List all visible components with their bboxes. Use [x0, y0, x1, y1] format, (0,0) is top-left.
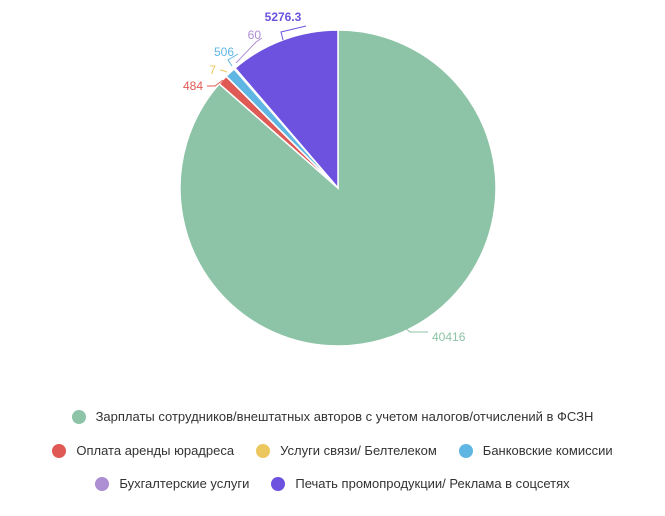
- pie-chart: 40416 484 7 506 60 5276.3: [179, 10, 497, 347]
- legend-item-rent[interactable]: Оплата аренды юрадреса: [52, 443, 234, 458]
- legend-label-telecom: Услуги связи/ Белтелеком: [280, 443, 437, 458]
- legend-marker-salaries: [71, 409, 86, 424]
- data-label-accounting: 60: [248, 28, 262, 42]
- legend-label-bank-fees: Банковские комиссии: [482, 443, 613, 458]
- leader-line-bank-fees: [227, 53, 239, 67]
- legend-label-rent: Оплата аренды юрадреса: [76, 443, 235, 458]
- legend-item-promo-ads[interactable]: Печать промопродукции/ Реклама в соцсетя…: [271, 476, 570, 491]
- legend-label-accounting: Бухгалтерские услуги: [119, 476, 250, 491]
- leader-line-promo-ads: [280, 25, 307, 41]
- legend-row: Оплата аренды юрадреса Услуги связи/ Бел…: [0, 443, 665, 458]
- leader-line-telecom: [220, 69, 228, 73]
- legend-marker-telecom: [256, 443, 271, 458]
- leader-line-rent: [207, 79, 224, 87]
- legend-marker-accounting: [95, 476, 110, 491]
- data-label-bank-fees: 506: [214, 45, 234, 59]
- legend-item-accounting[interactable]: Бухгалтерские услуги: [95, 476, 249, 491]
- legend-row: Зарплаты сотрудников/внештатных авторов …: [0, 409, 665, 424]
- legend-marker-rent: [52, 443, 67, 458]
- data-label-salaries: 40416: [432, 330, 466, 344]
- legend-item-telecom[interactable]: Услуги связи/ Белтелеком: [256, 443, 437, 458]
- legend-row: Бухгалтерские услуги Печать промопродукц…: [0, 476, 665, 491]
- legend-label-salaries: Зарплаты сотрудников/внештатных авторов …: [95, 409, 594, 424]
- legend-marker-promo-ads: [271, 476, 286, 491]
- pie-slice-salaries[interactable]: [179, 29, 497, 347]
- data-label-telecom: 7: [209, 63, 216, 77]
- legend-item-salaries[interactable]: Зарплаты сотрудников/внештатных авторов …: [71, 409, 594, 424]
- data-label-promo-ads: 5276.3: [265, 10, 302, 24]
- legend-label-promo-ads: Печать промопродукции/ Реклама в соцсетя…: [295, 476, 570, 491]
- data-label-rent: 484: [183, 79, 203, 93]
- legend-marker-bank-fees: [458, 443, 473, 458]
- leader-line-accounting: [235, 37, 263, 64]
- leader-line-salaries: [403, 326, 428, 333]
- legend-item-bank-fees[interactable]: Банковские комиссии: [458, 443, 613, 458]
